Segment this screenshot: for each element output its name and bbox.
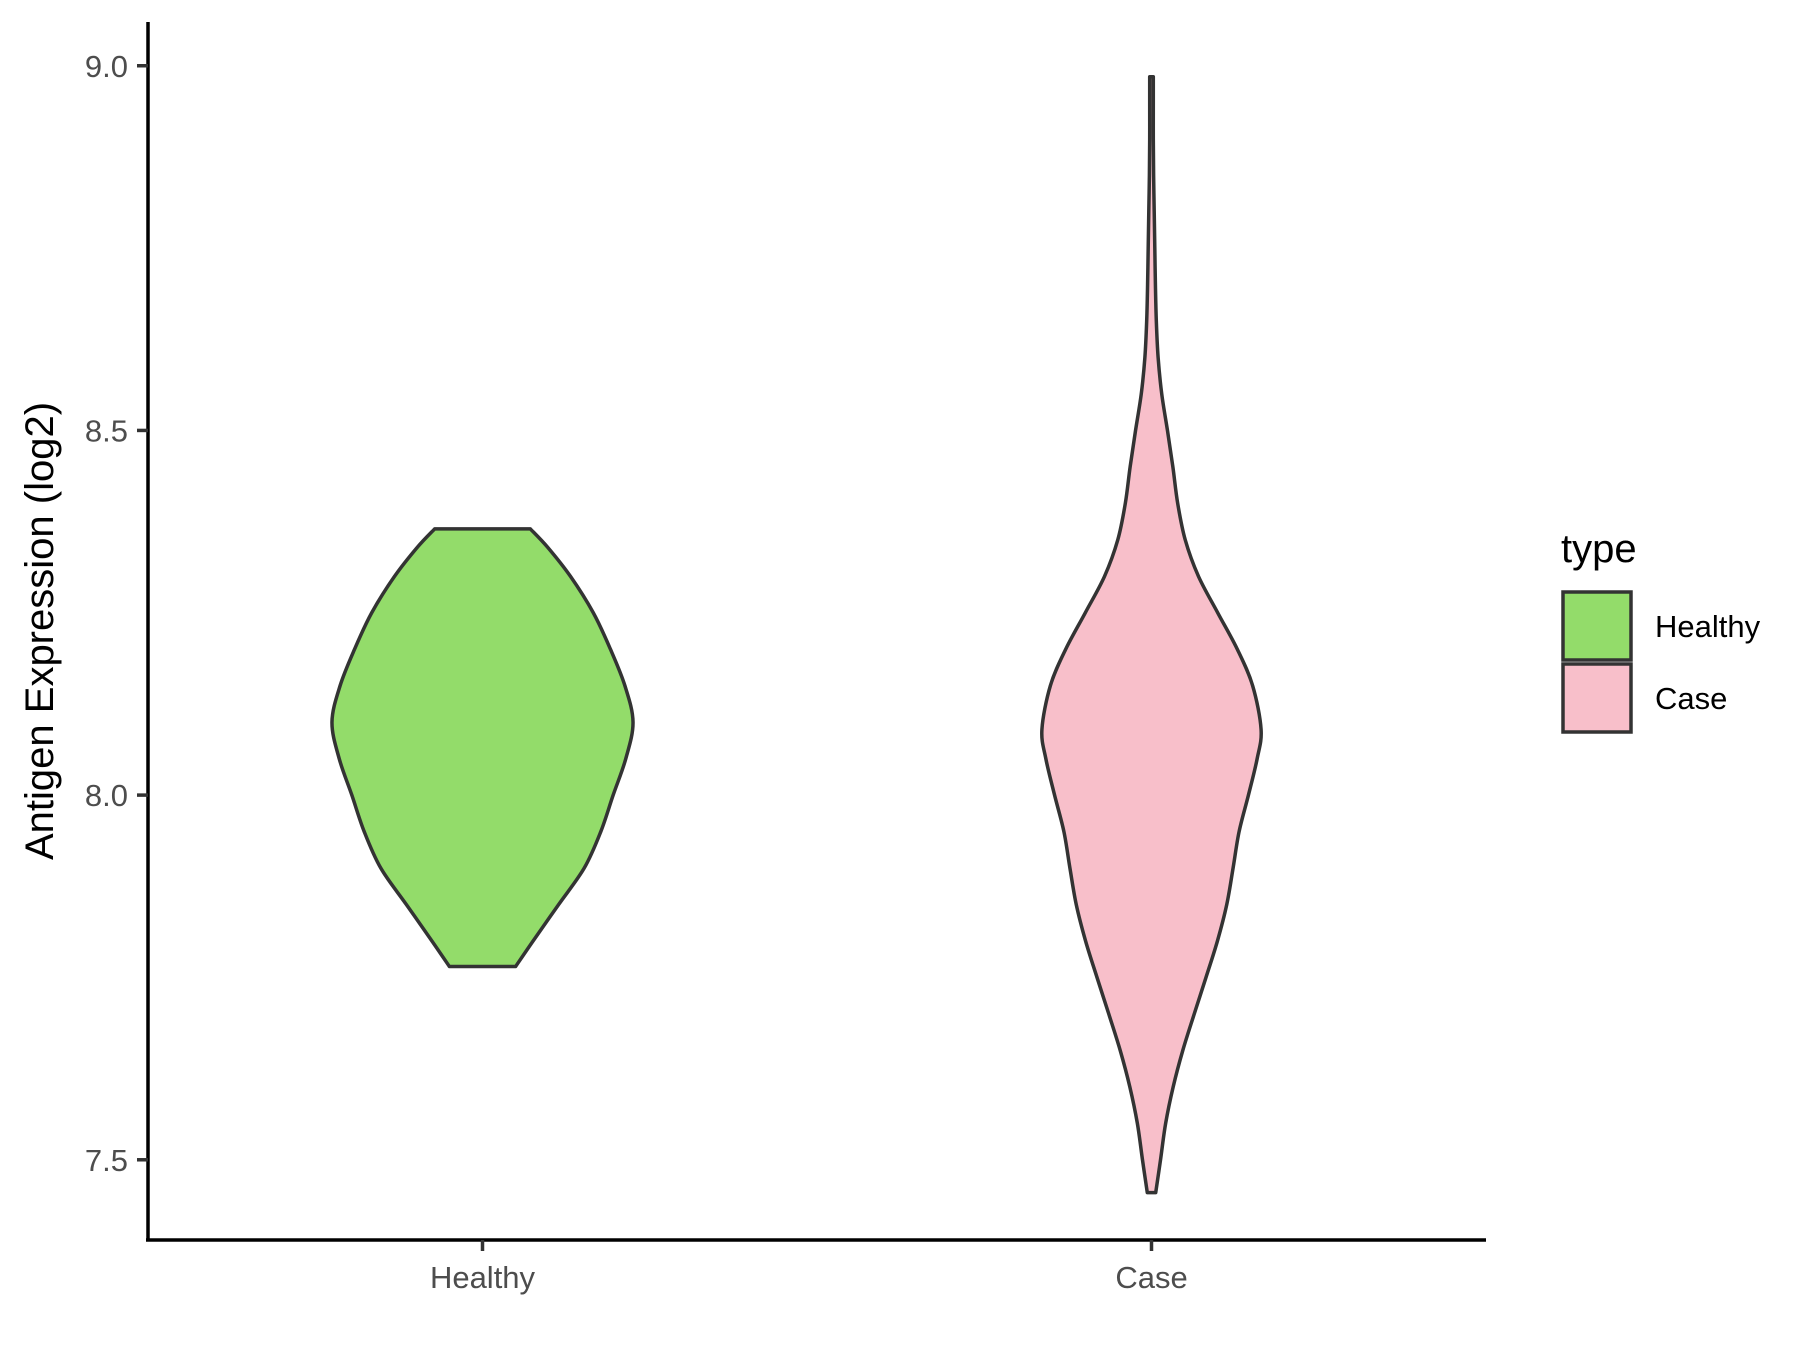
y-axis-title: Antigen Expression (log2) — [18, 402, 62, 860]
legend-label-healthy: Healthy — [1655, 609, 1761, 644]
violin-healthy — [330, 527, 635, 969]
x-tick-label: Case — [1115, 1260, 1187, 1295]
legend-swatch-case — [1561, 662, 1633, 734]
violin-case — [1040, 74, 1263, 1195]
legend-swatch-healthy — [1561, 590, 1633, 662]
x-tick-label: Healthy — [430, 1260, 536, 1295]
legend-title: type — [1561, 527, 1637, 571]
y-axis-ticks: 7.5 8.0 8.5 9.0 — [85, 49, 148, 1178]
legend: type Healthy Case — [1561, 527, 1761, 734]
y-tick-label: 8.5 — [85, 413, 128, 448]
y-tick-label: 8.0 — [85, 778, 128, 813]
legend-items: Healthy Case — [1561, 590, 1761, 734]
y-tick-label: 7.5 — [85, 1143, 128, 1178]
legend-label-case: Case — [1655, 681, 1727, 716]
violin-layer — [330, 74, 1263, 1195]
x-axis-ticks: Healthy Case — [430, 1240, 1188, 1295]
y-tick-label: 9.0 — [85, 49, 128, 84]
